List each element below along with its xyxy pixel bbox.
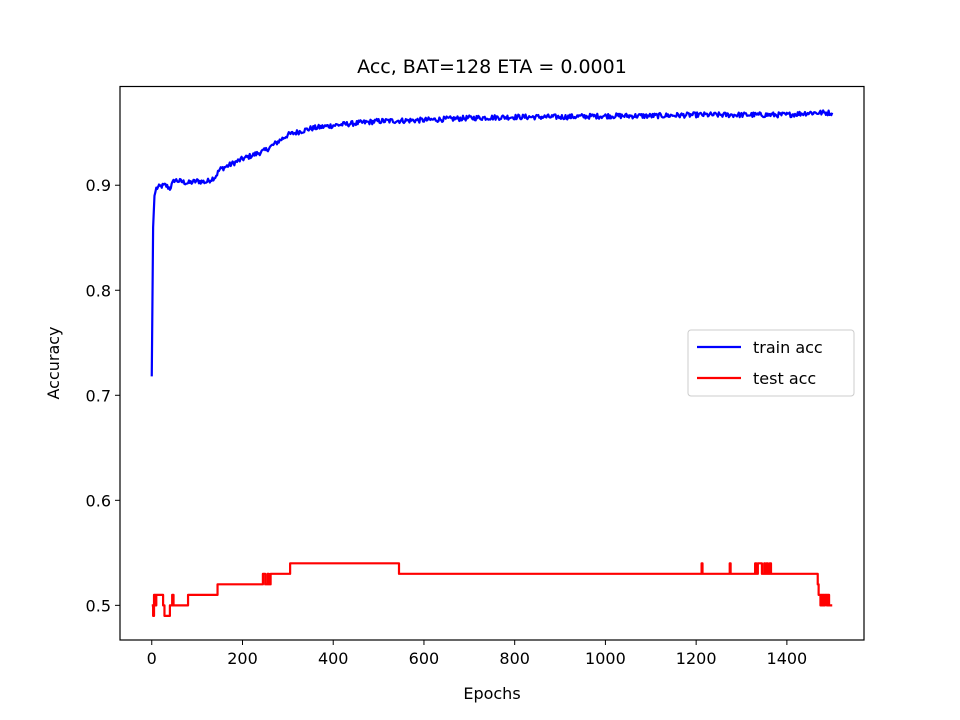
y-axis-label: Accuracy	[44, 326, 63, 399]
y-tick-label: 0.8	[86, 281, 111, 300]
y-tick-label: 0.7	[86, 386, 111, 405]
x-tick-label: 800	[499, 649, 530, 668]
legend-label-train: train acc	[753, 338, 823, 357]
x-axis-label: Epochs	[463, 684, 520, 703]
plot-area-frame	[119, 85, 865, 641]
y-tick-label: 0.5	[86, 596, 111, 615]
x-tick-label: 400	[318, 649, 349, 668]
x-tick-label: 200	[227, 649, 258, 668]
x-tick-label: 1200	[676, 649, 717, 668]
x-tick-label: 1000	[585, 649, 626, 668]
series-line-test	[151, 562, 833, 617]
x-tick-label: 600	[409, 649, 440, 668]
x-axis-ticks: 0 200 400 600 800 1000 1200 1400	[147, 640, 808, 668]
x-tick-label: 1400	[767, 649, 808, 668]
series-line-train	[150, 109, 834, 377]
y-axis-ticks: 0.5 0.6 0.7 0.8 0.9	[86, 176, 120, 615]
y-tick-label: 0.9	[86, 176, 111, 195]
legend: train acc test acc	[687, 329, 855, 397]
y-tick-label: 0.6	[86, 491, 111, 510]
x-tick-label: 0	[147, 649, 157, 668]
legend-label-test: test acc	[753, 369, 816, 388]
plot-lines	[150, 109, 834, 617]
chart-title: Acc, BAT=128 ETA = 0.0001	[357, 56, 627, 78]
